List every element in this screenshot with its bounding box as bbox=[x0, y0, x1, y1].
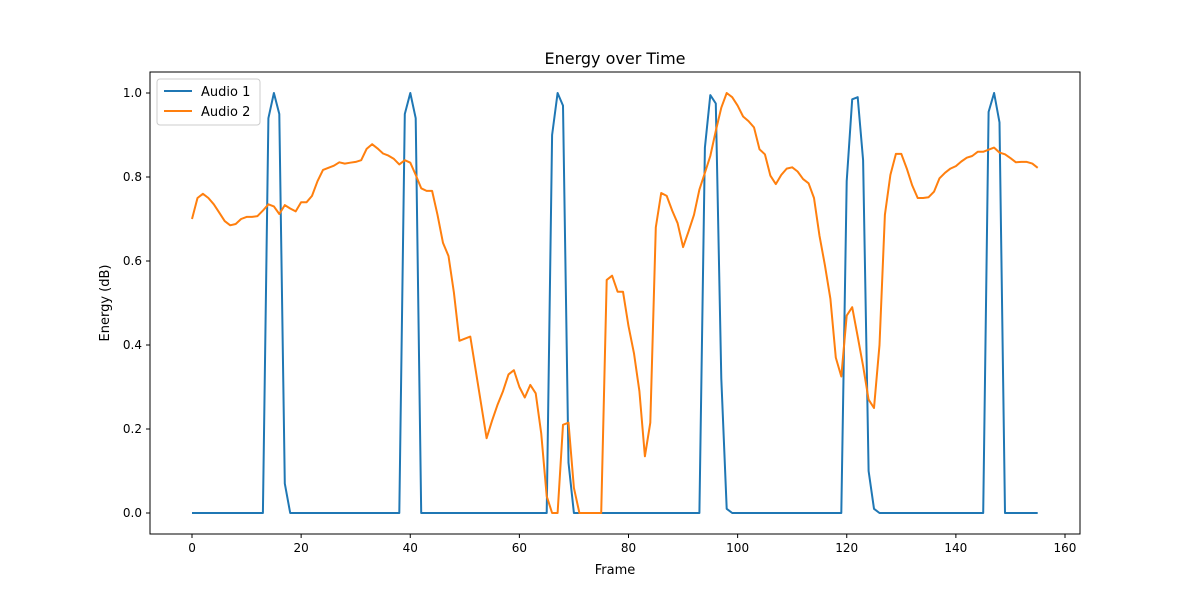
x-tick-label: 60 bbox=[512, 541, 527, 555]
plot-frame bbox=[149, 71, 1081, 535]
x-tick-label: 80 bbox=[621, 541, 636, 555]
legend: Audio 1 Audio 2 bbox=[156, 78, 261, 126]
y-tick-label: 0.0 bbox=[123, 506, 142, 520]
series-line-audio-1 bbox=[192, 92, 1038, 514]
x-tick-label: 40 bbox=[403, 541, 418, 555]
y-tick-label: 0.2 bbox=[123, 422, 142, 436]
x-tick-label: 160 bbox=[1054, 541, 1077, 555]
x-tick-label: 100 bbox=[726, 541, 749, 555]
chart-title: Energy over Time bbox=[544, 49, 685, 68]
y-tick-label: 0.8 bbox=[123, 170, 142, 184]
y-tick-label: 0.6 bbox=[123, 254, 142, 268]
x-axis: 0 20 40 60 80 100 120 140 160 bbox=[188, 534, 1076, 555]
x-tick-label: 120 bbox=[835, 541, 858, 555]
series-layer bbox=[191, 92, 1039, 514]
x-tick-label: 140 bbox=[944, 541, 967, 555]
legend-label-audio-1: Audio 1 bbox=[201, 85, 250, 100]
x-axis-label: Frame bbox=[595, 563, 636, 578]
x-tick-label: 0 bbox=[188, 541, 196, 555]
series-line-audio-2 bbox=[191, 92, 1039, 514]
y-axis-label: Energy (dB) bbox=[98, 265, 113, 342]
y-tick-label: 0.4 bbox=[123, 338, 142, 352]
y-tick-label: 1.0 bbox=[123, 86, 142, 100]
y-axis: 0.0 0.2 0.4 0.6 0.8 1.0 bbox=[123, 86, 150, 520]
x-tick-label: 20 bbox=[293, 541, 308, 555]
legend-label-audio-2: Audio 2 bbox=[201, 105, 250, 120]
